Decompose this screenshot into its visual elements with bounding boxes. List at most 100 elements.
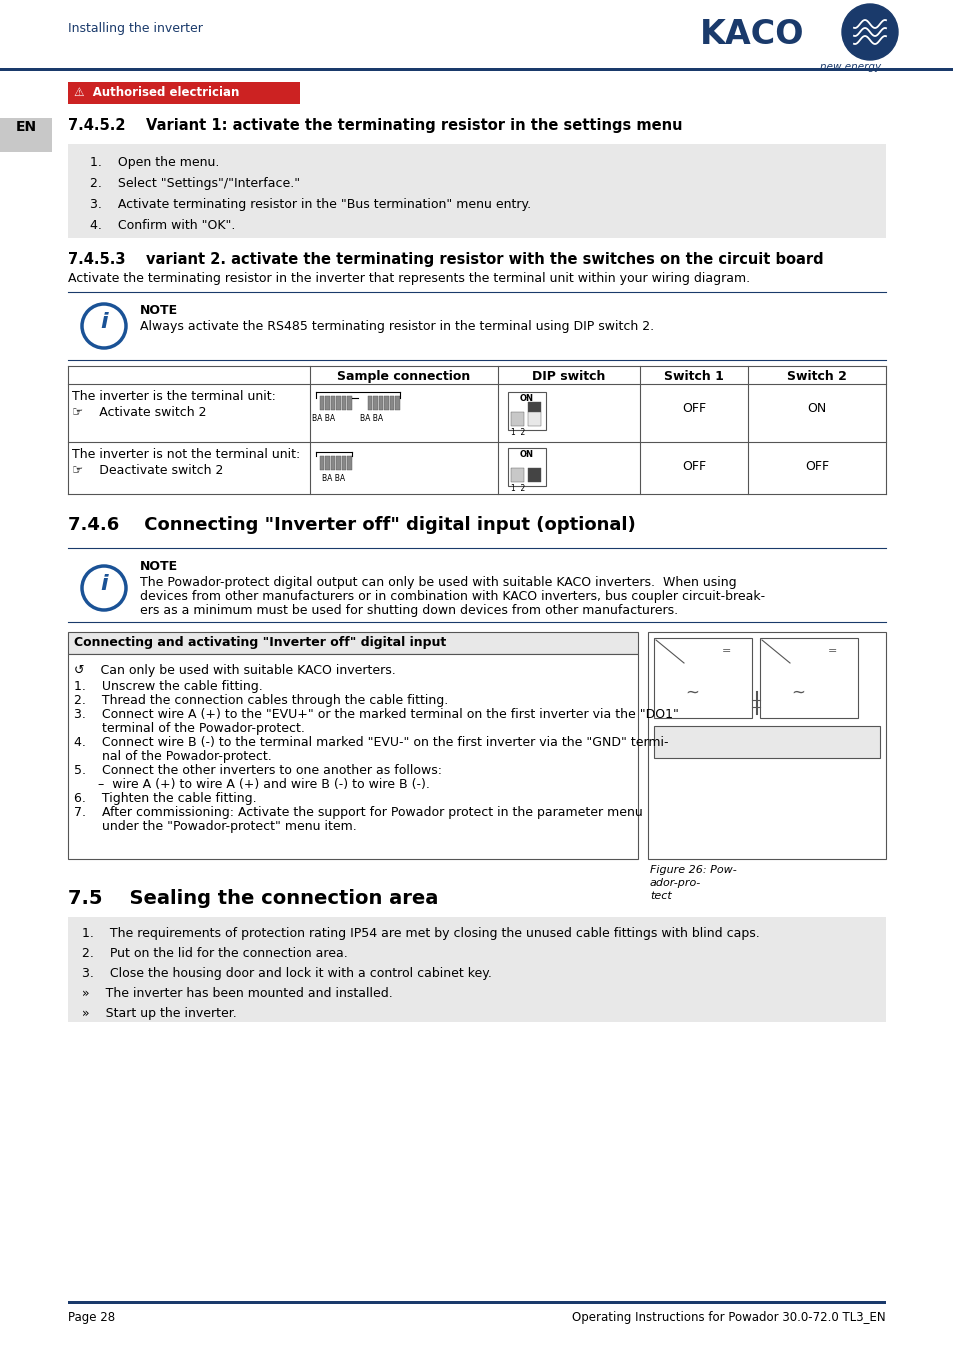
Text: i: i — [100, 312, 108, 332]
Bar — [527, 468, 540, 482]
Text: 7.4.5.3    variant 2. activate the terminating resistor with the switches on the: 7.4.5.3 variant 2. activate the terminat… — [68, 252, 822, 267]
Text: ers as a minimum must be used for shutting down devices from other manufacturers: ers as a minimum must be used for shutti… — [140, 603, 678, 617]
Text: ON: ON — [519, 394, 534, 404]
Text: NOTE: NOTE — [140, 304, 178, 317]
Bar — [0, 68, 953, 72]
Bar — [647, 632, 885, 859]
Bar — [347, 396, 352, 410]
Text: 3.    Connect wire A (+) to the "EVU+" or the marked terminal on the first inver: 3. Connect wire A (+) to the "EVU+" or t… — [74, 707, 679, 721]
Text: 3.    Activate terminating resistor in the "Bus termination" menu entry.: 3. Activate terminating resistor in the … — [90, 198, 531, 211]
Circle shape — [841, 4, 897, 59]
Text: The inverter is not the terminal unit:: The inverter is not the terminal unit: — [71, 448, 300, 460]
Text: BA BA: BA BA — [360, 414, 383, 423]
Text: Sample connection: Sample connection — [337, 370, 470, 383]
Bar — [325, 456, 330, 470]
Bar — [378, 396, 383, 410]
Text: ~: ~ — [790, 684, 804, 702]
Text: The Powador-protect digital output can only be used with suitable KACO inverters: The Powador-protect digital output can o… — [140, 576, 736, 589]
Bar — [347, 456, 352, 470]
Bar — [507, 448, 545, 486]
Text: »    Start up the inverter.: » Start up the inverter. — [82, 1007, 236, 1021]
Text: –  wire A (+) to wire A (+) and wire B (-) to wire B (-).: – wire A (+) to wire A (+) and wire B (-… — [74, 778, 430, 791]
Text: devices from other manufacturers or in combination with KACO inverters, bus coup: devices from other manufacturers or in c… — [140, 590, 764, 603]
Text: OFF: OFF — [681, 402, 705, 414]
Bar — [654, 726, 879, 757]
Text: Always activate the RS485 terminating resistor in the terminal using DIP switch : Always activate the RS485 terminating re… — [140, 320, 654, 333]
Text: DIP switch: DIP switch — [532, 370, 605, 383]
Bar — [341, 456, 346, 470]
Text: Switch 2: Switch 2 — [786, 370, 846, 383]
Text: 1  2: 1 2 — [511, 485, 525, 493]
Text: =: = — [827, 647, 837, 656]
Text: tect: tect — [649, 891, 671, 900]
Bar — [527, 402, 540, 412]
Text: ☞    Activate switch 2: ☞ Activate switch 2 — [71, 406, 206, 418]
Text: EN: EN — [15, 120, 36, 134]
Text: 7.    After commissioning: Activate the support for Powador protect in the param: 7. After commissioning: Activate the sup… — [74, 806, 642, 819]
Text: Operating Instructions for Powador 30.0-72.0 TL3_EN: Operating Instructions for Powador 30.0-… — [572, 1311, 885, 1324]
Text: »    The inverter has been mounted and installed.: » The inverter has been mounted and inst… — [82, 987, 393, 1000]
Bar — [341, 396, 346, 410]
Bar — [68, 653, 638, 859]
Text: 2.    Select "Settings"/"Interface.": 2. Select "Settings"/"Interface." — [90, 177, 300, 190]
Bar — [511, 412, 523, 427]
Bar — [654, 639, 751, 718]
Bar — [507, 392, 545, 431]
Text: Connecting and activating "Inverter off" digital input: Connecting and activating "Inverter off"… — [74, 636, 446, 649]
Text: 4.    Connect wire B (-) to the terminal marked "EVU-" on the first inverter via: 4. Connect wire B (-) to the terminal ma… — [74, 736, 668, 749]
Bar — [760, 639, 857, 718]
Text: 7.4.5.2    Variant 1: activate the terminating resistor in the settings menu: 7.4.5.2 Variant 1: activate the terminat… — [68, 117, 681, 134]
Bar — [395, 396, 399, 410]
Bar — [0, 117, 52, 153]
Bar — [331, 456, 335, 470]
Text: OFF: OFF — [804, 460, 828, 472]
Text: ~: ~ — [684, 684, 699, 702]
Text: 4.    Confirm with "OK".: 4. Confirm with "OK". — [90, 219, 235, 232]
Bar — [68, 82, 299, 104]
Text: 1.    Open the menu.: 1. Open the menu. — [90, 157, 219, 169]
Bar — [336, 456, 340, 470]
Text: OFF: OFF — [681, 460, 705, 472]
Text: terminal of the Powador-protect.: terminal of the Powador-protect. — [74, 722, 305, 734]
Text: Activate the terminating resistor in the inverter that represents the terminal u: Activate the terminating resistor in the… — [68, 271, 749, 285]
Bar — [325, 396, 330, 410]
Bar — [319, 456, 324, 470]
Text: Page 28: Page 28 — [68, 1311, 115, 1324]
Text: Installing the inverter: Installing the inverter — [68, 22, 203, 35]
Text: under the "Powador-protect" menu item.: under the "Powador-protect" menu item. — [74, 819, 356, 833]
Bar — [68, 144, 885, 238]
Bar — [374, 396, 377, 410]
Text: 2.    Thread the connection cables through the cable fitting.: 2. Thread the connection cables through … — [74, 694, 448, 707]
Text: ⚠  Authorised electrician: ⚠ Authorised electrician — [74, 86, 239, 99]
Text: 7.5    Sealing the connection area: 7.5 Sealing the connection area — [68, 890, 438, 909]
Bar — [384, 396, 389, 410]
Bar — [336, 396, 340, 410]
Text: i: i — [100, 574, 108, 594]
Text: 3.    Close the housing door and lock it with a control cabinet key.: 3. Close the housing door and lock it wi… — [82, 967, 492, 980]
Text: ador-pro-: ador-pro- — [649, 878, 700, 888]
Text: NOTE: NOTE — [140, 560, 178, 572]
Text: Switch 1: Switch 1 — [663, 370, 723, 383]
Bar — [319, 396, 324, 410]
Text: 1.    Unscrew the cable fitting.: 1. Unscrew the cable fitting. — [74, 680, 262, 693]
Text: ☞    Deactivate switch 2: ☞ Deactivate switch 2 — [71, 464, 223, 477]
Text: new energy.: new energy. — [820, 62, 882, 72]
Text: ↺    Can only be used with suitable KACO inverters.: ↺ Can only be used with suitable KACO in… — [74, 664, 395, 676]
Bar — [68, 917, 885, 1022]
Text: 1.    The requirements of protection rating IP54 are met by closing the unused c: 1. The requirements of protection rating… — [82, 927, 759, 940]
Bar — [511, 468, 523, 482]
Bar — [68, 1301, 885, 1304]
Text: 7.4.6    Connecting "Inverter off" digital input (optional): 7.4.6 Connecting "Inverter off" digital … — [68, 516, 635, 535]
Bar — [390, 396, 395, 410]
Text: The inverter is the terminal unit:: The inverter is the terminal unit: — [71, 390, 275, 404]
Text: nal of the Powador-protect.: nal of the Powador-protect. — [74, 751, 272, 763]
Bar — [527, 412, 540, 427]
Bar — [331, 396, 335, 410]
Text: =: = — [721, 647, 731, 656]
Text: ON: ON — [806, 402, 825, 414]
Text: KACO: KACO — [700, 18, 803, 51]
Bar — [68, 632, 638, 653]
Text: 6.    Tighten the cable fitting.: 6. Tighten the cable fitting. — [74, 792, 256, 805]
Text: Figure 26: Pow-: Figure 26: Pow- — [649, 865, 736, 875]
Text: 1  2: 1 2 — [511, 428, 525, 437]
